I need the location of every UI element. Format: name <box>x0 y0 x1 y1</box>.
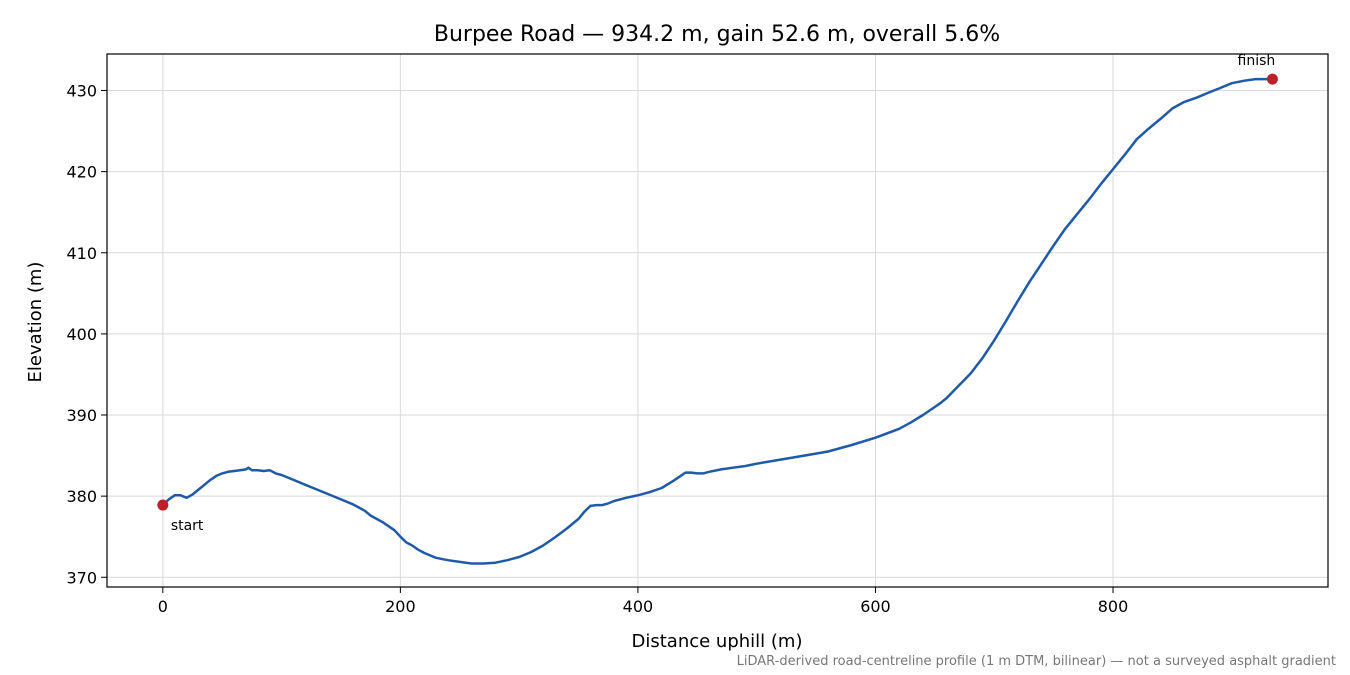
y-tick-label: 420 <box>66 163 97 182</box>
elevation-line <box>161 77 1273 565</box>
x-gridlines <box>162 54 1114 587</box>
x-tick-label: 0 <box>158 597 168 616</box>
y-tick-label: 400 <box>66 325 97 344</box>
footnote: LiDAR-derived road-centreline profile (1… <box>737 654 1336 669</box>
plot-frame <box>106 53 1329 588</box>
chart-title: Burpee Road — 934.2 m, gain 52.6 m, over… <box>434 22 1000 47</box>
x-tick-label: 400 <box>623 597 654 616</box>
start-marker <box>157 499 169 511</box>
finish-label: finish <box>1238 53 1276 69</box>
x-tick-label: 600 <box>860 597 891 616</box>
y-gridlines <box>107 90 1328 578</box>
start-label: start <box>171 518 204 534</box>
x-axis-ticks: 0 200 400 600 800 <box>158 587 1129 616</box>
y-tick-label: 410 <box>66 244 97 263</box>
x-tick-label: 200 <box>385 597 416 616</box>
y-axis-label: Elevation (m) <box>25 262 46 383</box>
y-axis-ticks: 370 380 390 400 410 420 430 <box>66 82 107 587</box>
x-axis-label: Distance uphill (m) <box>632 631 803 652</box>
y-tick-label: 430 <box>66 82 97 101</box>
y-tick-label: 370 <box>66 568 97 587</box>
y-tick-label: 380 <box>66 487 97 506</box>
y-tick-label: 390 <box>66 406 97 425</box>
endpoint-markers: start finish <box>157 53 1278 534</box>
x-tick-label: 800 <box>1098 597 1129 616</box>
finish-marker <box>1266 73 1278 85</box>
